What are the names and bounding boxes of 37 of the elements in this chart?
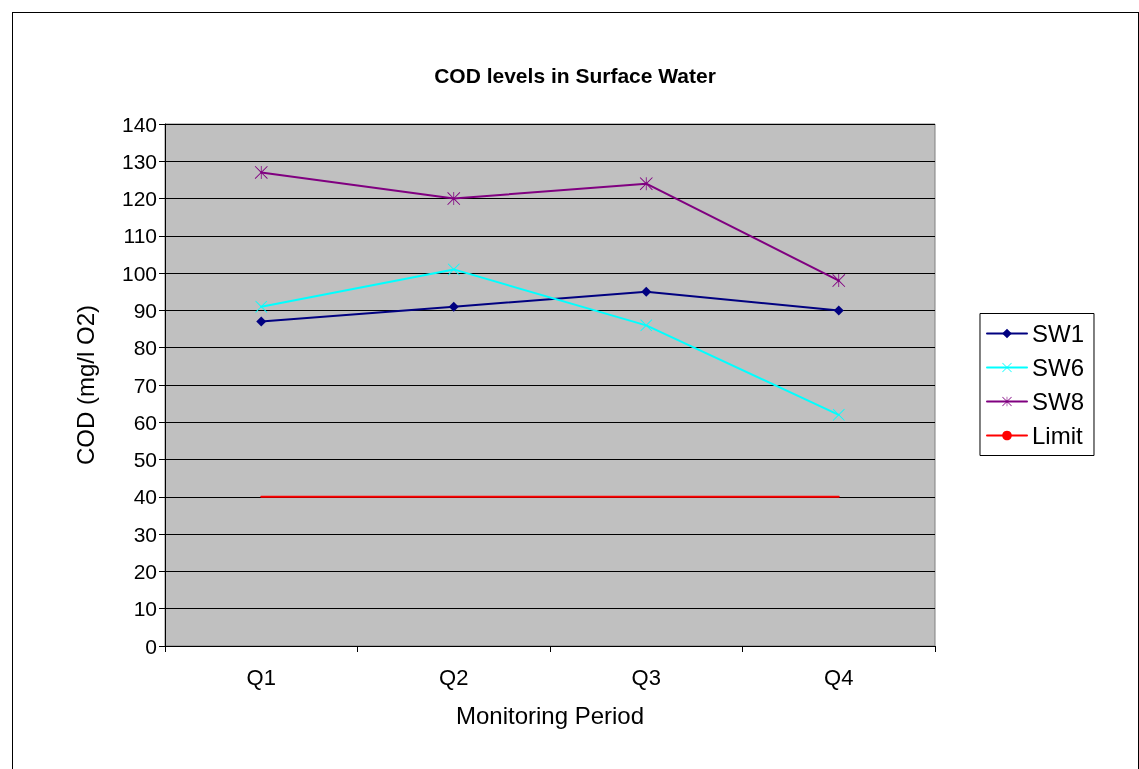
x-tick-label: Q2 (439, 664, 469, 690)
chart-title: COD levels in Surface Water (434, 64, 716, 87)
point (832, 408, 845, 421)
y-tick-label: 50 (133, 448, 157, 472)
point (833, 305, 844, 316)
legend-label: SW6 (1031, 354, 1085, 381)
x-tick-label: Q3 (631, 664, 661, 690)
y-tick-label: 80 (133, 336, 157, 360)
y-tick-label: 140 (121, 112, 157, 136)
y-tick-label: 30 (133, 522, 157, 546)
point (832, 274, 846, 288)
y-tick-label: 70 (133, 373, 157, 397)
y-axis-title: COD (mg/l O2) (71, 304, 99, 466)
legend-label: Limit (1031, 422, 1083, 449)
y-tick-label: 130 (121, 149, 157, 173)
y-tick-label: 100 (121, 261, 157, 285)
point (448, 301, 459, 312)
x-tick-label: Q4 (824, 664, 854, 690)
y-tick-label: 0 (145, 634, 157, 658)
point (640, 319, 653, 332)
y-tick-label: 60 (133, 410, 157, 434)
point (255, 300, 268, 313)
point (254, 165, 268, 179)
legend-label: SW1 (1031, 320, 1085, 347)
y-tick-label: 90 (133, 298, 157, 322)
point (256, 316, 267, 327)
point (639, 177, 653, 191)
y-tick-label: 10 (133, 597, 157, 621)
x-axis-title: Monitoring Period (455, 701, 645, 729)
point (447, 192, 461, 206)
point (641, 286, 652, 297)
y-tick-label: 20 (133, 559, 157, 583)
y-tick-label: 110 (123, 224, 157, 248)
y-tick-label: 120 (121, 187, 157, 211)
y-tick-label: 40 (133, 485, 157, 509)
x-tick-label: Q1 (246, 664, 276, 690)
legend-label: SW8 (1031, 388, 1085, 415)
